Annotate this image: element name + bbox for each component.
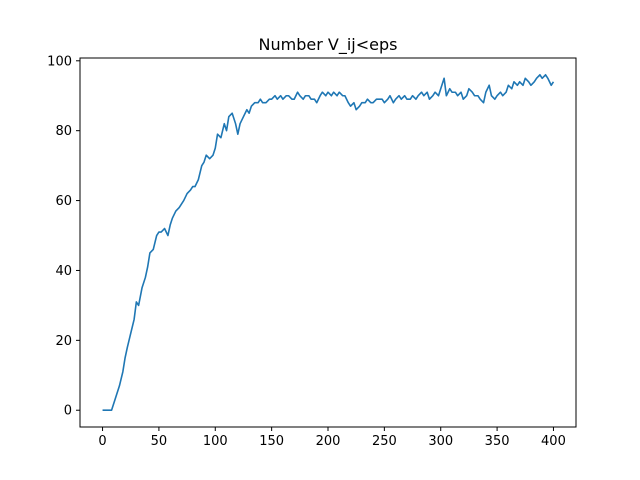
series-line-0 [102,73,555,412]
x-tick-label-0: 0 [98,434,106,449]
x-tick-label-5: 250 [372,434,397,449]
y-tick-label-0: 0 [64,404,72,419]
x-tick-label-6: 300 [428,434,453,449]
x-tick-label-8: 400 [541,434,566,449]
y-tick-label-1: 20 [55,334,72,349]
y-tick-label-4: 80 [55,124,72,139]
x-tick-label-4: 200 [316,434,341,449]
chart-title: Number V_ij<eps [259,35,398,55]
x-tick-label-7: 350 [485,434,510,449]
x-tick-label-1: 50 [151,434,168,449]
x-tick-label-2: 100 [203,434,228,449]
series-layer [102,73,555,412]
x-tick-label-3: 150 [259,434,284,449]
y-tick-label-3: 60 [55,194,72,209]
y-tick-label-2: 40 [55,264,72,279]
axis-ticks: 0 50 100 150 200 250 300 350 400 0 20 40 60 80 100 [47,54,566,449]
y-tick-label-5: 100 [47,54,72,69]
